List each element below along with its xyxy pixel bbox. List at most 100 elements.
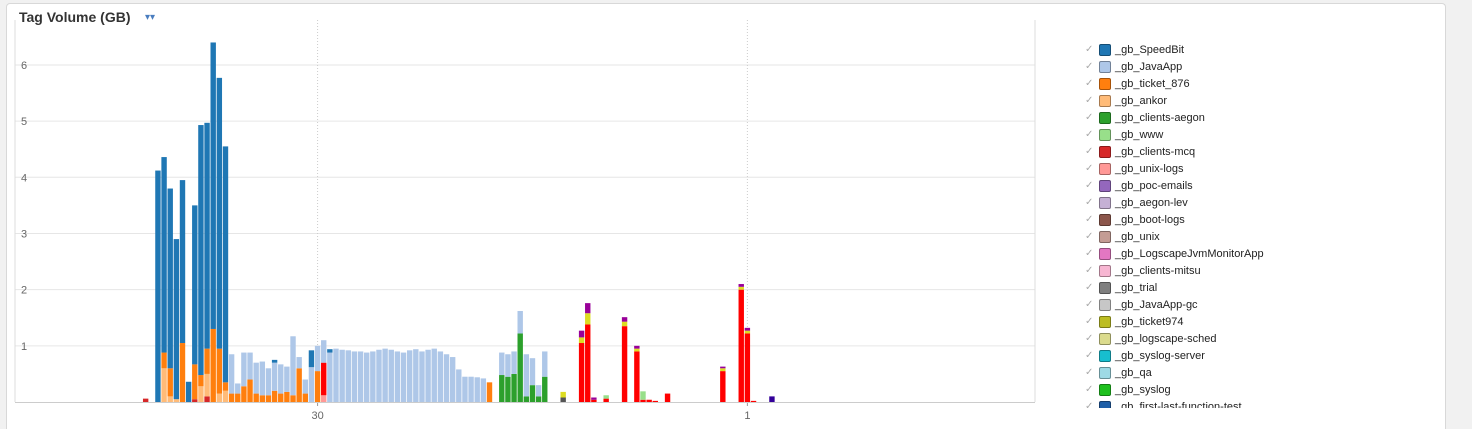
bar-segment bbox=[296, 357, 302, 369]
legend-item[interactable]: ✓ _gb_www bbox=[1085, 126, 1385, 143]
bar-segment bbox=[738, 284, 744, 287]
bar-segment bbox=[517, 333, 523, 402]
legend-swatch bbox=[1099, 298, 1111, 311]
check-icon[interactable]: ✓ bbox=[1085, 163, 1094, 174]
legend-item[interactable]: ✓ _gb_ticket_876 bbox=[1085, 75, 1385, 92]
y-tick-label: 1 bbox=[21, 341, 27, 353]
bar-segment bbox=[155, 170, 161, 402]
legend-label: _gb_clients-aegon bbox=[1115, 111, 1205, 124]
legend-swatch bbox=[1099, 128, 1111, 141]
bar-segment bbox=[333, 348, 339, 402]
bar-segment bbox=[376, 349, 382, 402]
legend-item[interactable]: ✓ _gb_JavaApp-gc bbox=[1085, 296, 1385, 313]
legend-item[interactable]: ✓ _gb_ankor bbox=[1085, 92, 1385, 109]
legend-item[interactable]: ✓ _gb_first-last-function-test bbox=[1085, 398, 1385, 408]
legend-label: _gb_trial bbox=[1115, 281, 1158, 294]
bar-segment bbox=[290, 395, 296, 402]
legend-item[interactable]: ✓ _gb_SpeedBit bbox=[1085, 41, 1385, 58]
bar-segment bbox=[284, 366, 290, 392]
bar-segment bbox=[634, 351, 640, 402]
legend-item[interactable]: ✓ _gb_ticket974 bbox=[1085, 313, 1385, 330]
bar-segment bbox=[290, 336, 296, 396]
legend-item[interactable]: ✓ _gb_clients-mitsu bbox=[1085, 262, 1385, 279]
check-icon[interactable]: ✓ bbox=[1085, 61, 1094, 72]
bar-segment bbox=[216, 348, 223, 394]
check-icon[interactable]: ✓ bbox=[1085, 231, 1094, 242]
x-tick-label: 30 bbox=[311, 410, 323, 422]
bar-segment bbox=[167, 188, 173, 369]
legend-label: _gb_clients-mcq bbox=[1115, 145, 1196, 158]
legend-item[interactable]: ✓ _gb_syslog-server bbox=[1085, 347, 1385, 364]
bar-segment bbox=[634, 348, 640, 352]
check-icon[interactable]: ✓ bbox=[1085, 299, 1094, 310]
check-icon[interactable]: ✓ bbox=[1085, 401, 1094, 408]
bar-segment bbox=[591, 397, 597, 400]
legend-label: _gb_unix-logs bbox=[1115, 162, 1184, 175]
bar-segment bbox=[738, 289, 744, 402]
check-icon[interactable]: ✓ bbox=[1085, 78, 1094, 89]
bar-segment bbox=[247, 352, 253, 380]
check-icon[interactable]: ✓ bbox=[1085, 350, 1094, 361]
check-icon[interactable]: ✓ bbox=[1085, 282, 1094, 293]
legend-item[interactable]: ✓ _gb_syslog bbox=[1085, 381, 1385, 398]
legend-swatch bbox=[1099, 281, 1111, 294]
legend-label: _gb_www bbox=[1115, 128, 1164, 141]
legend-label: _gb_logscape-sched bbox=[1115, 332, 1217, 345]
bar-segment bbox=[235, 383, 241, 394]
legend-item[interactable]: ✓ _gb_trial bbox=[1085, 279, 1385, 296]
bar-segment bbox=[253, 393, 259, 402]
check-icon[interactable]: ✓ bbox=[1085, 248, 1094, 259]
bar-segment bbox=[179, 180, 186, 344]
check-icon[interactable]: ✓ bbox=[1085, 44, 1094, 55]
legend-item[interactable]: ✓ _gb_clients-mcq bbox=[1085, 143, 1385, 160]
chevron-double-down-icon[interactable]: ▾▾ bbox=[145, 12, 156, 23]
legend-swatch bbox=[1099, 179, 1111, 192]
legend-item[interactable]: ✓ _gb_aegon-lev bbox=[1085, 194, 1385, 211]
check-icon[interactable]: ✓ bbox=[1085, 129, 1094, 140]
check-icon[interactable]: ✓ bbox=[1085, 112, 1094, 123]
legend-swatch bbox=[1099, 145, 1111, 158]
check-icon[interactable]: ✓ bbox=[1085, 95, 1094, 106]
legend-label: _gb_ticket_876 bbox=[1115, 77, 1190, 90]
bar-segment bbox=[247, 379, 253, 402]
bar-segment bbox=[321, 340, 327, 363]
check-icon[interactable]: ✓ bbox=[1085, 384, 1094, 395]
bar-segment bbox=[413, 349, 419, 402]
bar-segment bbox=[406, 350, 413, 402]
legend-item[interactable]: ✓ _gb_JavaApp bbox=[1085, 58, 1385, 75]
legend-item[interactable]: ✓ _gb_boot-logs bbox=[1085, 211, 1385, 228]
bar-segment bbox=[603, 395, 609, 399]
y-tick-label: 2 bbox=[21, 285, 27, 297]
check-icon[interactable]: ✓ bbox=[1085, 180, 1094, 191]
bar-segment bbox=[585, 303, 591, 314]
bar-segment bbox=[486, 382, 493, 402]
bar-segment bbox=[664, 393, 671, 402]
legend-item[interactable]: ✓ _gb_unix-logs bbox=[1085, 160, 1385, 177]
legend-swatch bbox=[1099, 196, 1111, 209]
bar-segment bbox=[449, 357, 456, 402]
check-icon[interactable]: ✓ bbox=[1085, 197, 1094, 208]
check-icon[interactable]: ✓ bbox=[1085, 265, 1094, 276]
check-icon[interactable]: ✓ bbox=[1085, 316, 1094, 327]
bar-segment bbox=[327, 349, 333, 353]
check-icon[interactable]: ✓ bbox=[1085, 146, 1094, 157]
bar-segment bbox=[204, 373, 210, 397]
legend-item[interactable]: ✓ _gb_poc-emails bbox=[1085, 177, 1385, 194]
bar-segment bbox=[265, 368, 272, 396]
legend-item[interactable]: ✓ _gb_unix bbox=[1085, 228, 1385, 245]
check-icon[interactable]: ✓ bbox=[1085, 333, 1094, 344]
bar-segment bbox=[308, 367, 315, 402]
bar-segment bbox=[192, 364, 198, 400]
bar-segment bbox=[744, 333, 751, 402]
legend-item[interactable]: ✓ _gb_logscape-sched bbox=[1085, 330, 1385, 347]
bar-segment bbox=[216, 77, 223, 349]
legend-item[interactable]: ✓ _gb_qa bbox=[1085, 364, 1385, 381]
bar-segment bbox=[198, 125, 204, 376]
check-icon[interactable]: ✓ bbox=[1085, 367, 1094, 378]
legend-item[interactable]: ✓ _gb_clients-aegon bbox=[1085, 109, 1385, 126]
legend-item[interactable]: ✓ _gb_LogscapeJvmMonitorApp bbox=[1085, 245, 1385, 262]
bar-segment bbox=[437, 351, 444, 402]
check-icon[interactable]: ✓ bbox=[1085, 214, 1094, 225]
bar-segment bbox=[327, 352, 333, 402]
bar-segment bbox=[769, 396, 775, 402]
